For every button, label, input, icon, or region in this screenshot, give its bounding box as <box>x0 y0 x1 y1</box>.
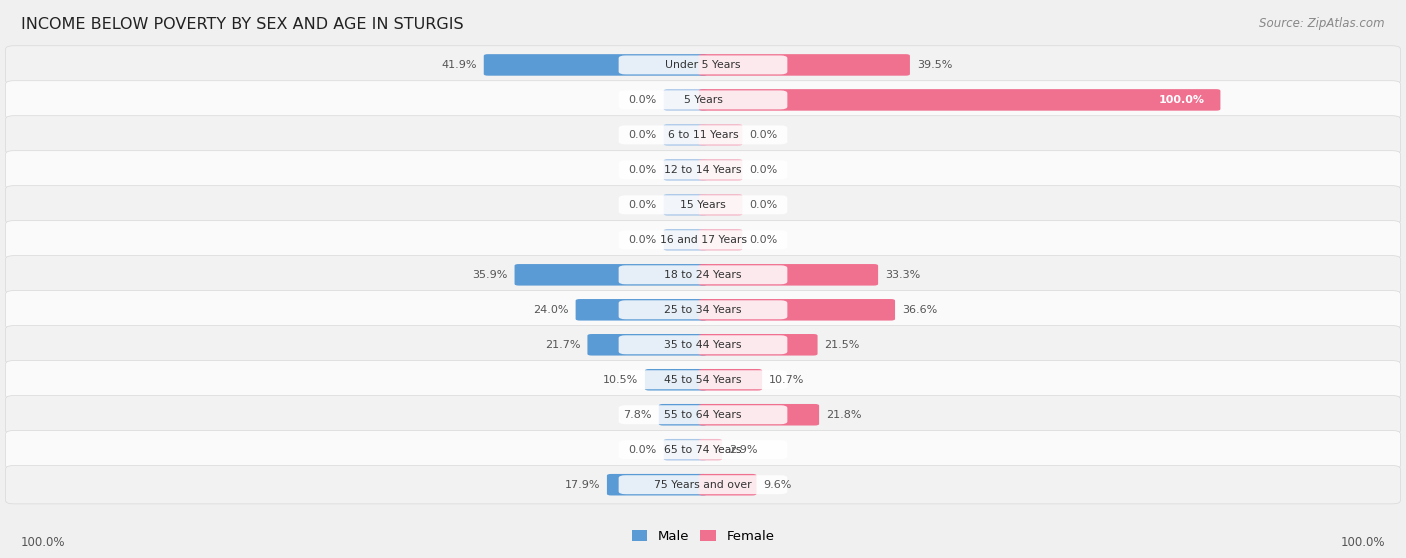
FancyBboxPatch shape <box>619 371 787 389</box>
Text: 24.0%: 24.0% <box>533 305 568 315</box>
Text: 7.8%: 7.8% <box>623 410 652 420</box>
FancyBboxPatch shape <box>607 474 707 496</box>
FancyBboxPatch shape <box>699 334 817 355</box>
Text: 17.9%: 17.9% <box>564 480 600 490</box>
FancyBboxPatch shape <box>699 194 742 215</box>
FancyBboxPatch shape <box>699 124 742 146</box>
FancyBboxPatch shape <box>619 55 787 74</box>
FancyBboxPatch shape <box>6 220 1400 259</box>
Text: 0.0%: 0.0% <box>628 445 657 455</box>
Text: 10.5%: 10.5% <box>603 375 638 385</box>
FancyBboxPatch shape <box>6 81 1400 119</box>
FancyBboxPatch shape <box>6 116 1400 154</box>
FancyBboxPatch shape <box>619 230 787 249</box>
Text: 0.0%: 0.0% <box>628 165 657 175</box>
Text: 0.0%: 0.0% <box>749 200 778 210</box>
FancyBboxPatch shape <box>6 431 1400 469</box>
FancyBboxPatch shape <box>6 46 1400 84</box>
FancyBboxPatch shape <box>699 229 742 251</box>
FancyBboxPatch shape <box>619 335 787 354</box>
FancyBboxPatch shape <box>619 300 787 319</box>
Text: 33.3%: 33.3% <box>886 270 921 280</box>
FancyBboxPatch shape <box>575 299 707 320</box>
Text: 39.5%: 39.5% <box>917 60 952 70</box>
FancyBboxPatch shape <box>6 465 1400 504</box>
FancyBboxPatch shape <box>6 360 1400 399</box>
Text: 100.0%: 100.0% <box>1340 536 1385 549</box>
FancyBboxPatch shape <box>619 475 787 494</box>
Text: 10.7%: 10.7% <box>769 375 804 385</box>
FancyBboxPatch shape <box>6 291 1400 329</box>
FancyBboxPatch shape <box>515 264 707 286</box>
FancyBboxPatch shape <box>659 404 707 426</box>
FancyBboxPatch shape <box>664 124 707 146</box>
FancyBboxPatch shape <box>699 89 1220 110</box>
Legend: Male, Female: Male, Female <box>626 525 780 549</box>
Text: 15 Years: 15 Years <box>681 200 725 210</box>
Text: 45 to 54 Years: 45 to 54 Years <box>664 375 742 385</box>
FancyBboxPatch shape <box>6 151 1400 189</box>
FancyBboxPatch shape <box>619 265 787 284</box>
FancyBboxPatch shape <box>6 396 1400 434</box>
FancyBboxPatch shape <box>699 264 879 286</box>
FancyBboxPatch shape <box>664 229 707 251</box>
Text: 75 Years and over: 75 Years and over <box>654 480 752 490</box>
FancyBboxPatch shape <box>664 194 707 215</box>
Text: 18 to 24 Years: 18 to 24 Years <box>664 270 742 280</box>
FancyBboxPatch shape <box>619 160 787 179</box>
Text: 35.9%: 35.9% <box>472 270 508 280</box>
Text: 41.9%: 41.9% <box>441 60 477 70</box>
Text: 25 to 34 Years: 25 to 34 Years <box>664 305 742 315</box>
FancyBboxPatch shape <box>619 195 787 214</box>
FancyBboxPatch shape <box>588 334 707 355</box>
Text: Source: ZipAtlas.com: Source: ZipAtlas.com <box>1260 17 1385 30</box>
Text: 100.0%: 100.0% <box>21 536 66 549</box>
FancyBboxPatch shape <box>664 439 707 460</box>
Text: 21.8%: 21.8% <box>827 410 862 420</box>
FancyBboxPatch shape <box>619 440 787 459</box>
Text: 35 to 44 Years: 35 to 44 Years <box>664 340 742 350</box>
FancyBboxPatch shape <box>645 369 707 391</box>
FancyBboxPatch shape <box>699 54 910 76</box>
FancyBboxPatch shape <box>6 326 1400 364</box>
FancyBboxPatch shape <box>619 126 787 145</box>
Text: 0.0%: 0.0% <box>628 200 657 210</box>
Text: 21.5%: 21.5% <box>824 340 860 350</box>
FancyBboxPatch shape <box>619 90 787 109</box>
Text: 2.9%: 2.9% <box>730 445 758 455</box>
Text: 36.6%: 36.6% <box>903 305 938 315</box>
Text: 12 to 14 Years: 12 to 14 Years <box>664 165 742 175</box>
Text: 0.0%: 0.0% <box>628 235 657 245</box>
Text: 0.0%: 0.0% <box>749 235 778 245</box>
Text: 100.0%: 100.0% <box>1159 95 1205 105</box>
FancyBboxPatch shape <box>6 256 1400 294</box>
Text: 16 and 17 Years: 16 and 17 Years <box>659 235 747 245</box>
Text: 65 to 74 Years: 65 to 74 Years <box>664 445 742 455</box>
Text: 0.0%: 0.0% <box>628 130 657 140</box>
FancyBboxPatch shape <box>699 369 762 391</box>
Text: 6 to 11 Years: 6 to 11 Years <box>668 130 738 140</box>
FancyBboxPatch shape <box>699 299 896 320</box>
FancyBboxPatch shape <box>699 474 756 496</box>
FancyBboxPatch shape <box>6 186 1400 224</box>
Text: 21.7%: 21.7% <box>546 340 581 350</box>
FancyBboxPatch shape <box>484 54 707 76</box>
FancyBboxPatch shape <box>664 89 707 110</box>
Text: 0.0%: 0.0% <box>749 165 778 175</box>
Text: INCOME BELOW POVERTY BY SEX AND AGE IN STURGIS: INCOME BELOW POVERTY BY SEX AND AGE IN S… <box>21 17 464 32</box>
FancyBboxPatch shape <box>699 159 742 181</box>
FancyBboxPatch shape <box>664 159 707 181</box>
Text: 9.6%: 9.6% <box>763 480 792 490</box>
Text: 0.0%: 0.0% <box>628 95 657 105</box>
Text: 55 to 64 Years: 55 to 64 Years <box>664 410 742 420</box>
FancyBboxPatch shape <box>699 404 820 426</box>
Text: Under 5 Years: Under 5 Years <box>665 60 741 70</box>
Text: 5 Years: 5 Years <box>683 95 723 105</box>
FancyBboxPatch shape <box>699 439 723 460</box>
FancyBboxPatch shape <box>619 405 787 424</box>
Text: 0.0%: 0.0% <box>749 130 778 140</box>
